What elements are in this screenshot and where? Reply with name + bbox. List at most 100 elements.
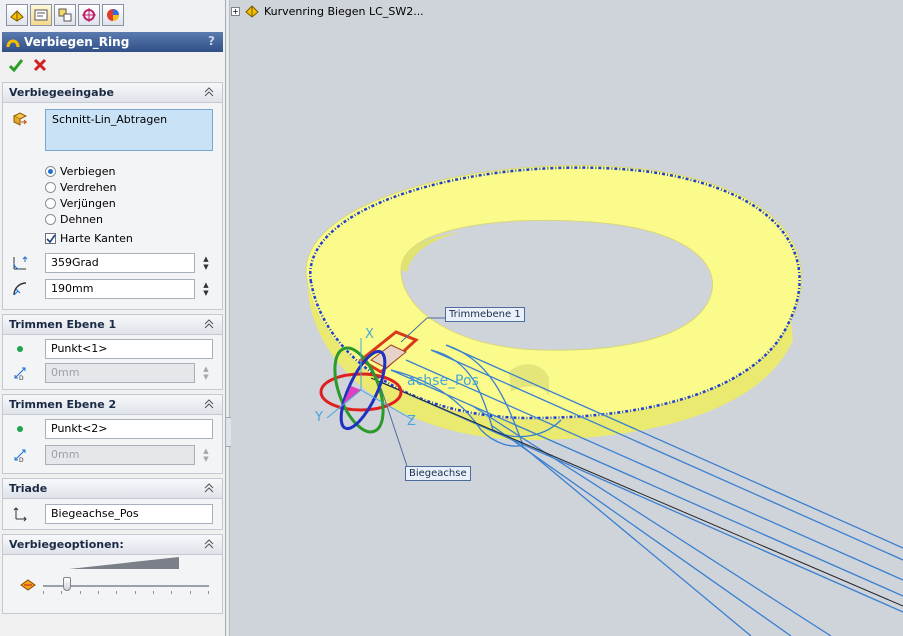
checkbox-box[interactable]: [45, 232, 56, 244]
collapse-chevron-icon[interactable]: [204, 86, 214, 98]
radio-verbiegen[interactable]: Verbiegen: [45, 163, 216, 179]
tree-expand-button[interactable]: +: [231, 6, 240, 16]
flyout-feature-tree: + Kurvenring Biegen LC_SW2...: [231, 4, 424, 18]
distance-icon: D: [9, 445, 31, 465]
radio-label: Dehnen: [60, 212, 103, 226]
accuracy-ramp-icon: [69, 557, 179, 569]
radio-label: Verdrehen: [60, 180, 117, 194]
point-icon: [9, 419, 31, 439]
cancel-x-icon[interactable]: [32, 57, 48, 73]
tab-property-manager[interactable]: [30, 4, 52, 26]
tab-feature-manager[interactable]: [6, 4, 28, 26]
group-bend-options: Verbiegeoptionen:: [2, 534, 223, 614]
collapse-chevron-icon[interactable]: [204, 318, 214, 330]
group-title: Triade: [9, 482, 48, 495]
help-button[interactable]: ?: [208, 34, 215, 48]
radio-label: Verbiegen: [60, 164, 116, 178]
group-triad: Triade Biegeachse_Pos: [2, 478, 223, 530]
group-header-triad[interactable]: Triade: [3, 479, 222, 499]
accuracy-slider-thumb[interactable]: [63, 577, 71, 591]
property-manager-panel: Verbiegen_Ring ? Verbiegeeingabe Schnitt…: [0, 0, 226, 636]
body-selection-list[interactable]: Schnitt-Lin_Abtragen: [45, 109, 213, 151]
ok-cancel-bar: [0, 52, 225, 78]
distance-icon: D: [9, 363, 31, 383]
feature-manager-icon: [10, 10, 24, 22]
dimxpert-icon: [82, 8, 96, 22]
group-header-bend-options[interactable]: Verbiegeoptionen:: [3, 535, 222, 555]
radio-verdrehen[interactable]: Verdrehen: [45, 179, 216, 195]
collapse-chevron-icon[interactable]: [204, 538, 214, 550]
configuration-manager-icon: [58, 8, 72, 22]
model-graphics: [305, 165, 903, 636]
radius-input[interactable]: 190mm: [45, 279, 195, 299]
sketch-lines[interactable]: [380, 344, 903, 636]
radius-icon: [9, 279, 31, 299]
part-icon: [245, 5, 259, 18]
checkmark-icon: [46, 234, 56, 243]
group-trim-plane-2: Trimmen Ebene 2 Punkt<2> D 0mm ▲ ▼: [2, 394, 223, 474]
trim-plane-1-handle[interactable]: [358, 330, 419, 374]
trim1-point-input[interactable]: Punkt<1>: [45, 339, 213, 359]
group-header-trim-plane-1[interactable]: Trimmen Ebene 1: [3, 315, 222, 335]
axis-callout-leader: [380, 387, 408, 467]
trim1-distance-spinner[interactable]: ▲ ▼: [203, 365, 209, 381]
group-title: Verbiegeeingabe: [9, 86, 114, 99]
collapse-chevron-icon[interactable]: [204, 482, 214, 494]
trim-callout-leader: [400, 317, 447, 343]
group-trim-plane-1: Trimmen Ebene 1 Punkt<1> D 0mm ▲ ▼: [2, 314, 223, 390]
triad-name-label: achse_Pos: [407, 373, 479, 389]
panel-title-bar: Verbiegen_Ring ?: [2, 32, 223, 52]
group-bend-input: Verbiegeeingabe Schnitt-Lin_Abtragen Ver…: [2, 82, 223, 310]
bend-feature-icon: [6, 39, 20, 48]
tab-dimxpert-manager[interactable]: [78, 4, 100, 26]
radio-dot-selected[interactable]: [45, 165, 56, 177]
angle-icon: [9, 253, 31, 273]
point-icon: [9, 339, 31, 359]
tab-configuration-manager[interactable]: [54, 4, 76, 26]
group-title: Verbiegeoptionen:: [9, 538, 124, 551]
axis-label-y: Y: [315, 410, 323, 425]
group-title: Trimmen Ebene 2: [9, 398, 117, 411]
ok-checkmark-icon[interactable]: [8, 57, 24, 73]
angle-spinner[interactable]: ▲ ▼: [203, 255, 209, 271]
tab-display-manager[interactable]: [102, 4, 124, 26]
manager-tabs: [0, 0, 225, 32]
tree-root-label[interactable]: Kurvenring Biegen LC_SW2...: [264, 4, 424, 18]
group-title: Trimmen Ebene 1: [9, 318, 117, 331]
panel-splitter[interactable]: [226, 0, 232, 636]
radio-verjuengen[interactable]: Verjüngen: [45, 195, 216, 211]
radio-dehnen[interactable]: Dehnen: [45, 211, 216, 227]
graphics-viewport[interactable]: + Kurvenring Biegen LC_SW2...: [231, 0, 903, 636]
property-manager-icon: [34, 9, 48, 21]
triad-reference-input[interactable]: Biegeachse_Pos: [45, 504, 213, 524]
body-selection-icon: [9, 109, 31, 129]
radius-spinner[interactable]: ▲ ▼: [203, 281, 209, 297]
callout-bend-axis[interactable]: Biegeachse: [405, 466, 471, 481]
group-header-bend-input[interactable]: Verbiegeeingabe: [3, 83, 222, 103]
axis-label-x: X: [365, 327, 374, 342]
hard-edges-checkbox[interactable]: Harte Kanten: [45, 229, 216, 247]
radio-label: Verjüngen: [60, 196, 116, 210]
triad-icon: [9, 504, 31, 524]
bend-axis-line: [370, 377, 903, 607]
accuracy-slider-track[interactable]: [43, 585, 209, 587]
group-header-trim-plane-2[interactable]: Trimmen Ebene 2: [3, 395, 222, 415]
checkbox-label: Harte Kanten: [60, 231, 133, 245]
bend-triad[interactable]: [319, 338, 414, 438]
collapse-chevron-icon[interactable]: [204, 398, 214, 410]
ring-body[interactable]: [305, 165, 803, 440]
svg-text:D: D: [19, 375, 24, 382]
trim2-distance-spinner[interactable]: ▲ ▼: [203, 447, 209, 463]
radio-dot[interactable]: [45, 181, 56, 193]
trim2-point-input[interactable]: Punkt<2>: [45, 419, 213, 439]
angle-input[interactable]: 359Grad: [45, 253, 195, 273]
trim1-distance-input[interactable]: 0mm: [45, 363, 195, 383]
callout-trim-plane-1[interactable]: Trimmebene 1: [445, 307, 525, 322]
svg-text:D: D: [19, 457, 24, 464]
accuracy-slider-area: [3, 555, 222, 605]
axis-label-z: Z: [407, 414, 416, 429]
radio-dot[interactable]: [45, 197, 56, 209]
trim2-distance-input[interactable]: 0mm: [45, 445, 195, 465]
accuracy-icon: [20, 579, 36, 591]
radio-dot[interactable]: [45, 213, 56, 225]
